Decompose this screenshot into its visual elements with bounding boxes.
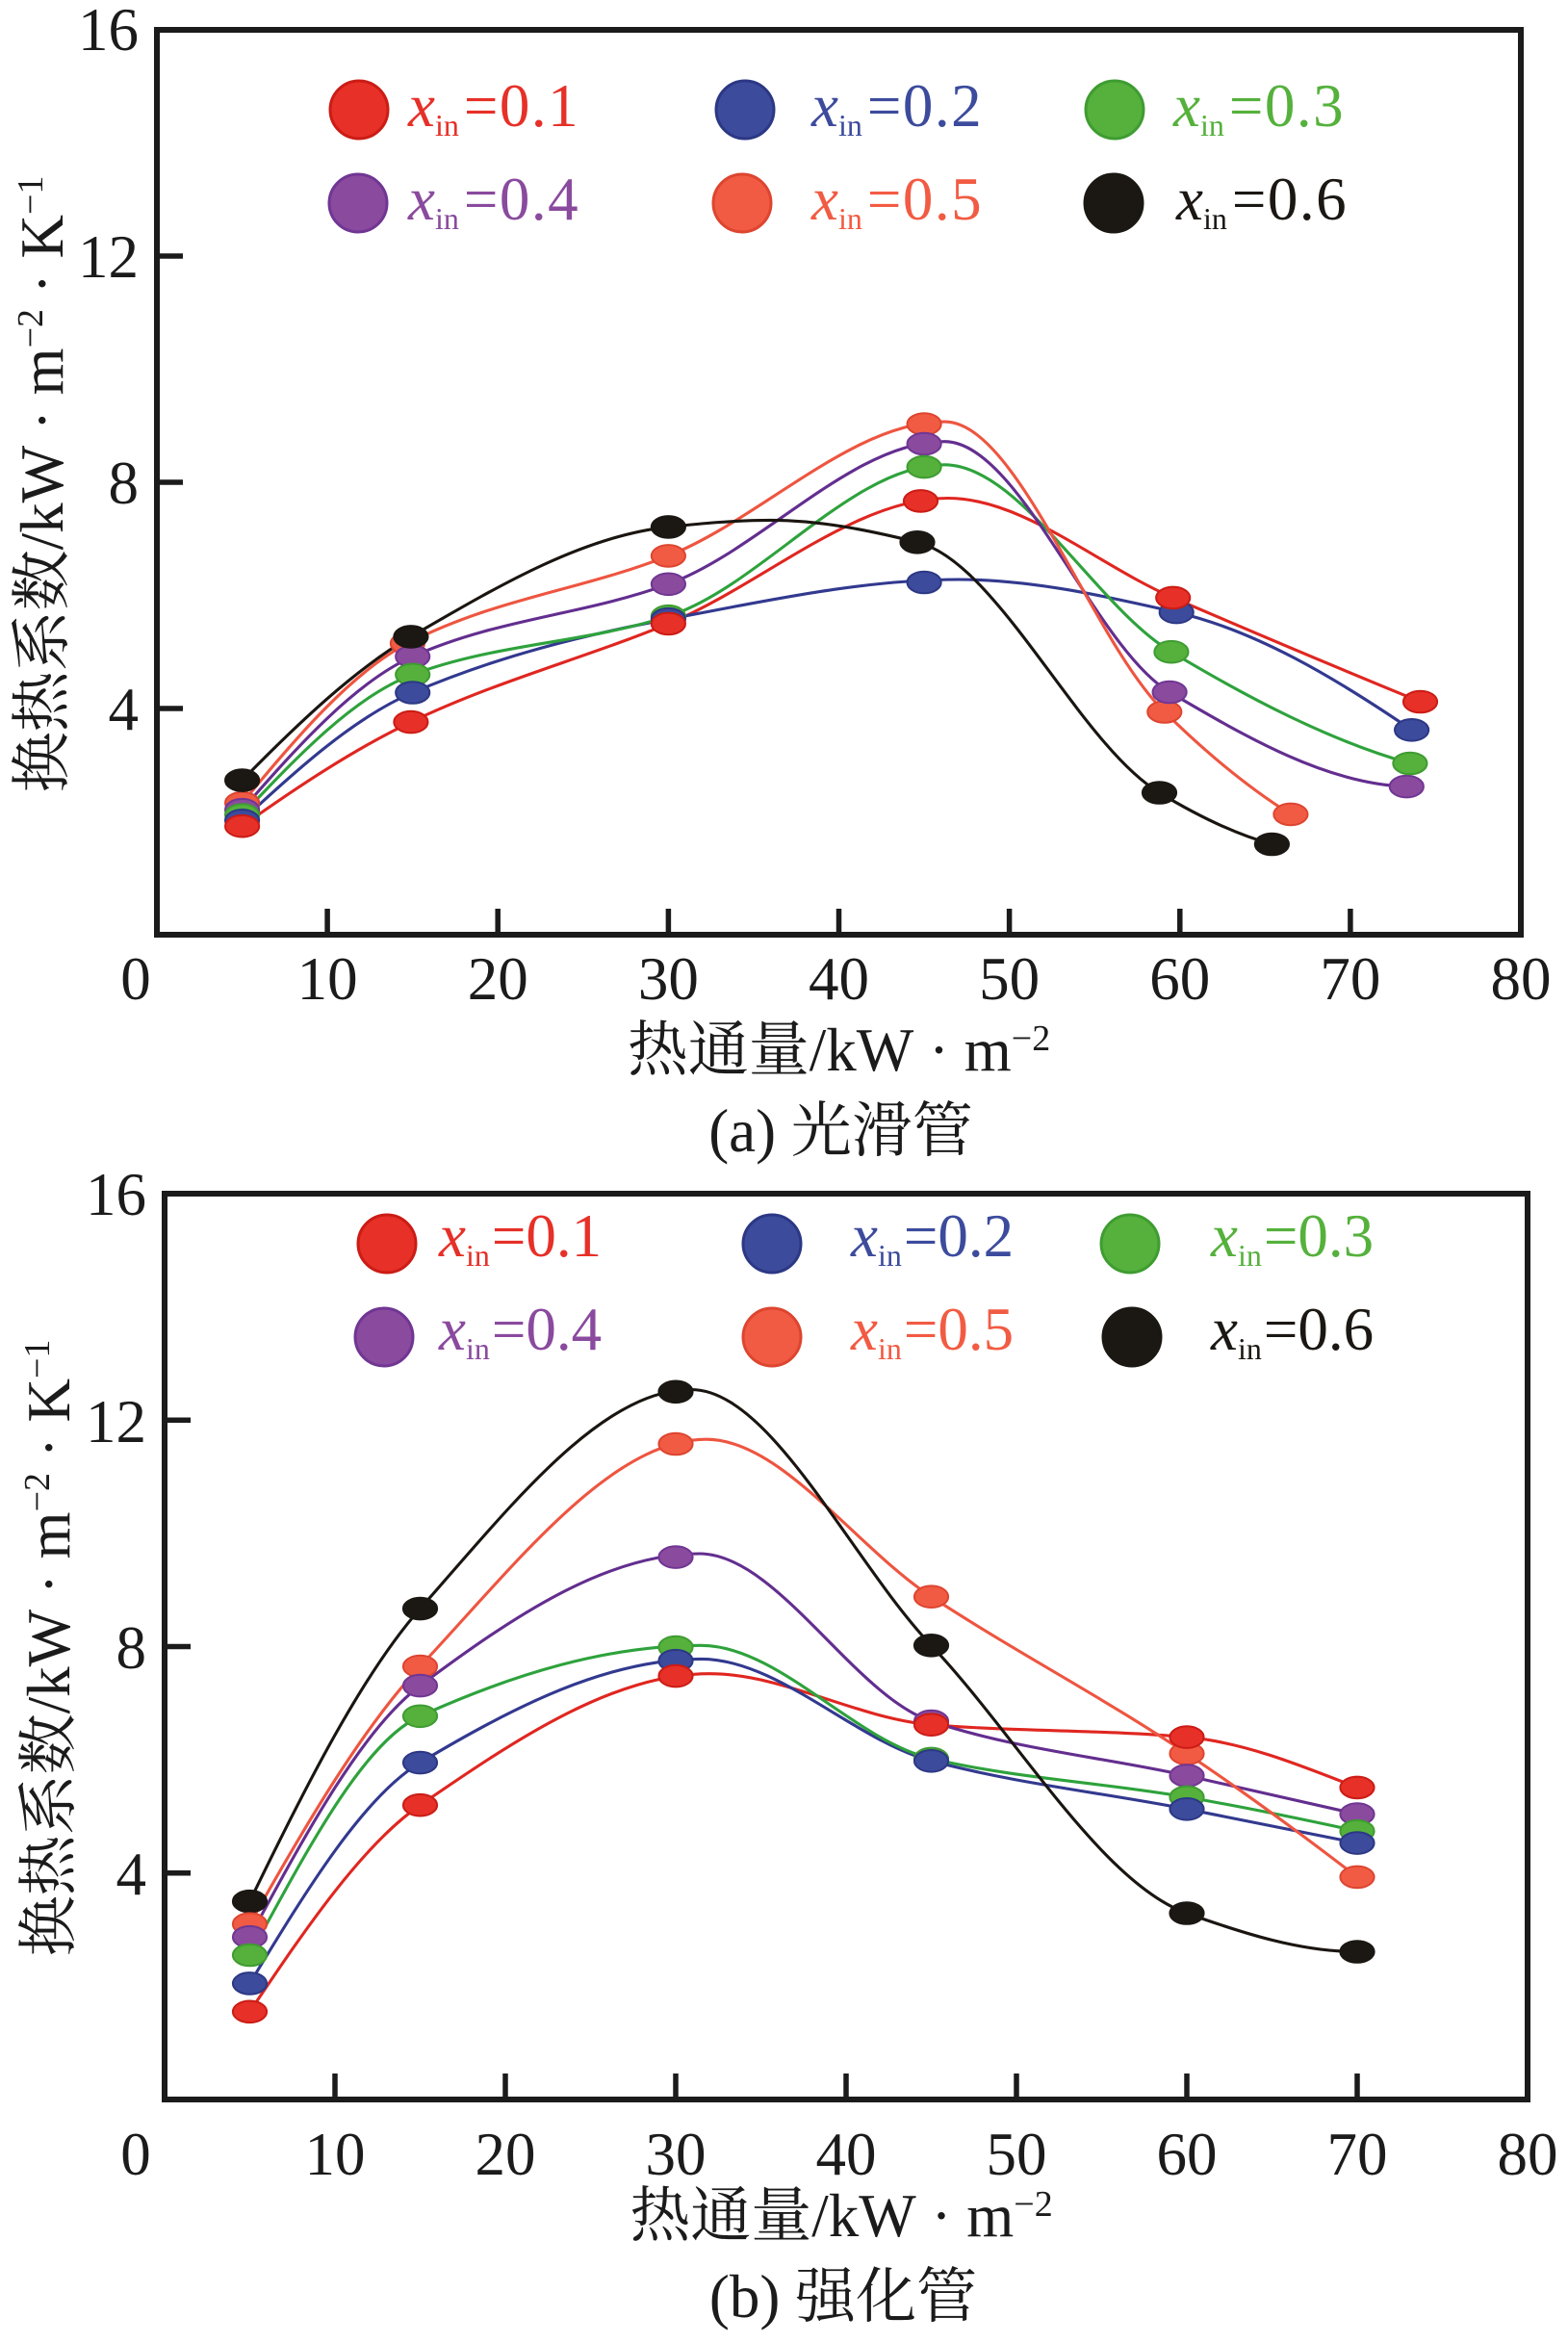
svg-text:xin=0.5: xin=0.5: [850, 1296, 1014, 1366]
svg-text:16: 16: [78, 0, 139, 64]
svg-text:xin=0.2: xin=0.2: [810, 72, 983, 142]
svg-text:xin=0.1: xin=0.1: [438, 1202, 602, 1273]
svg-text:/kW · m: /kW · m: [9, 348, 76, 550]
svg-text:60: 60: [1157, 2121, 1218, 2188]
svg-text:xin=0.3: xin=0.3: [1210, 1202, 1374, 1273]
svg-text:/kW · m: /kW · m: [811, 2182, 1014, 2250]
svg-text:8: 8: [109, 450, 140, 517]
svg-text:40: 40: [816, 2121, 877, 2188]
svg-text:4: 4: [116, 1841, 147, 1908]
svg-text:80: 80: [1498, 2121, 1558, 2188]
svg-text:xin=0.3: xin=0.3: [1172, 72, 1345, 142]
svg-text:(b): (b): [709, 2263, 795, 2331]
svg-text:xin=0.4: xin=0.4: [407, 166, 579, 236]
svg-text:−2: −2: [1012, 1018, 1050, 1059]
svg-text:xin=0.6: xin=0.6: [1210, 1296, 1374, 1366]
svg-text:0: 0: [120, 945, 151, 1013]
svg-text:12: 12: [86, 1388, 146, 1455]
svg-text:50: 50: [979, 945, 1040, 1013]
svg-text:70: 70: [1327, 2121, 1388, 2188]
svg-text:/kW · m: /kW · m: [15, 1511, 83, 1713]
svg-text:−2: −2: [11, 309, 51, 348]
svg-text:−1: −1: [11, 176, 51, 215]
svg-text:xin=0.2: xin=0.2: [850, 1202, 1014, 1273]
svg-text:50: 50: [987, 2121, 1047, 2188]
svg-text:−2: −2: [17, 1473, 58, 1511]
svg-text:· K: · K: [15, 1378, 83, 1473]
svg-text:70: 70: [1320, 945, 1380, 1013]
svg-text:8: 8: [116, 1614, 147, 1682]
svg-text:60: 60: [1149, 945, 1210, 1013]
svg-text:10: 10: [297, 945, 358, 1013]
svg-text:xin=0.4: xin=0.4: [438, 1296, 602, 1366]
svg-text:0: 0: [120, 2121, 151, 2188]
svg-text:xin=0.1: xin=0.1: [407, 72, 579, 142]
svg-text:· K: · K: [9, 215, 76, 309]
svg-text:4: 4: [109, 676, 140, 743]
svg-text:20: 20: [476, 2121, 536, 2188]
svg-text:16: 16: [86, 1161, 146, 1228]
svg-text:xin=0.6: xin=0.6: [1175, 166, 1348, 236]
svg-text:/kW · m: /kW · m: [810, 1017, 1012, 1084]
svg-text:30: 30: [638, 945, 699, 1013]
svg-text:20: 20: [468, 945, 528, 1013]
svg-text:30: 30: [646, 2121, 707, 2188]
svg-text:40: 40: [809, 945, 869, 1013]
svg-text:−2: −2: [1014, 2184, 1052, 2225]
svg-text:xin=0.5: xin=0.5: [810, 166, 983, 236]
svg-text:(a): (a): [708, 1097, 791, 1165]
svg-text:10: 10: [305, 2121, 366, 2188]
svg-text:12: 12: [78, 223, 139, 291]
svg-text:−1: −1: [17, 1340, 58, 1378]
svg-text:80: 80: [1491, 945, 1552, 1013]
